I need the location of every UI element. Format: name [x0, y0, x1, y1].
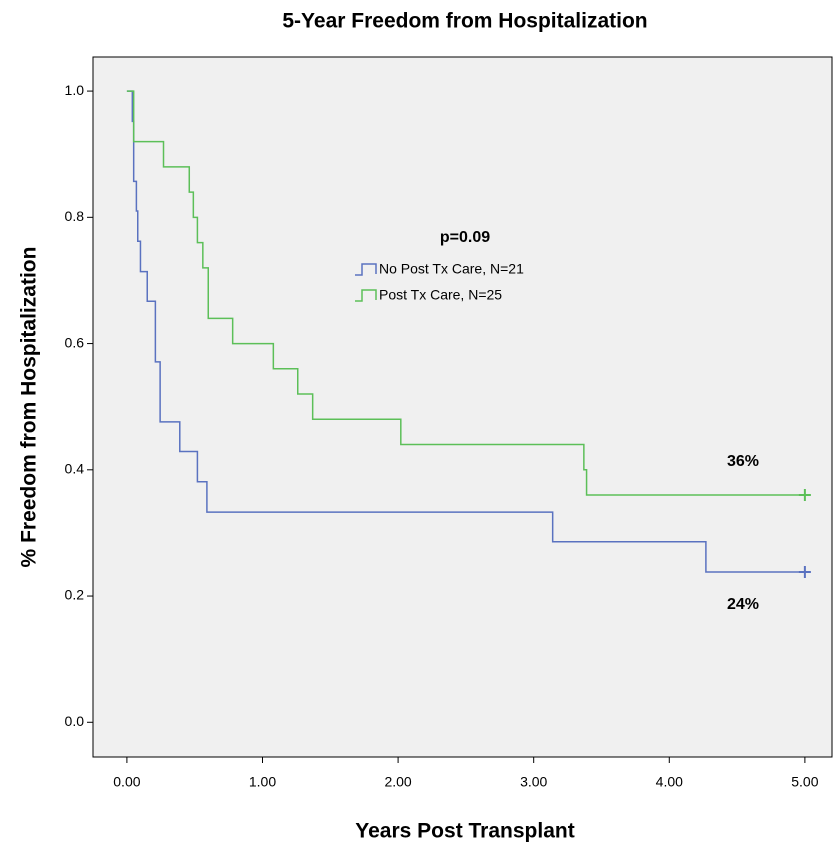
- annotation: 24%: [727, 596, 759, 613]
- chart-title: 5-Year Freedom from Hospitalization: [282, 10, 647, 33]
- x-axis-label: Years Post Transplant: [355, 820, 574, 843]
- x-tick-label: 2.00: [384, 774, 411, 790]
- x-tick-label: 3.00: [520, 774, 547, 790]
- x-tick-label: 1.00: [249, 774, 276, 790]
- y-tick-label: 0.6: [65, 334, 85, 350]
- x-tick-label: 4.00: [656, 774, 683, 790]
- legend-title: p=0.09: [440, 229, 490, 246]
- censor-mark: [798, 489, 811, 502]
- legend-label: Post Tx Care, N=25: [379, 287, 502, 303]
- annotation: 36%: [727, 453, 759, 470]
- legend-swatch: [355, 263, 377, 276]
- y-tick-label: 0.0: [65, 713, 85, 729]
- censor-mark: [798, 566, 811, 579]
- x-tick-label: 0.00: [113, 774, 140, 790]
- x-tick-label: 5.00: [791, 774, 818, 790]
- y-tick-label: 1.0: [65, 82, 85, 98]
- y-axis-label: % Freedom from Hospitalization: [18, 247, 41, 568]
- legend-label: No Post Tx Care, N=21: [379, 261, 524, 277]
- plot-area: [92, 56, 833, 758]
- survival-line: [126, 90, 805, 573]
- legend-swatch: [355, 289, 377, 302]
- survival-line: [126, 90, 805, 496]
- y-tick-label: 0.2: [65, 587, 85, 603]
- y-tick-label: 0.8: [65, 208, 85, 224]
- y-tick-label: 0.4: [65, 461, 85, 477]
